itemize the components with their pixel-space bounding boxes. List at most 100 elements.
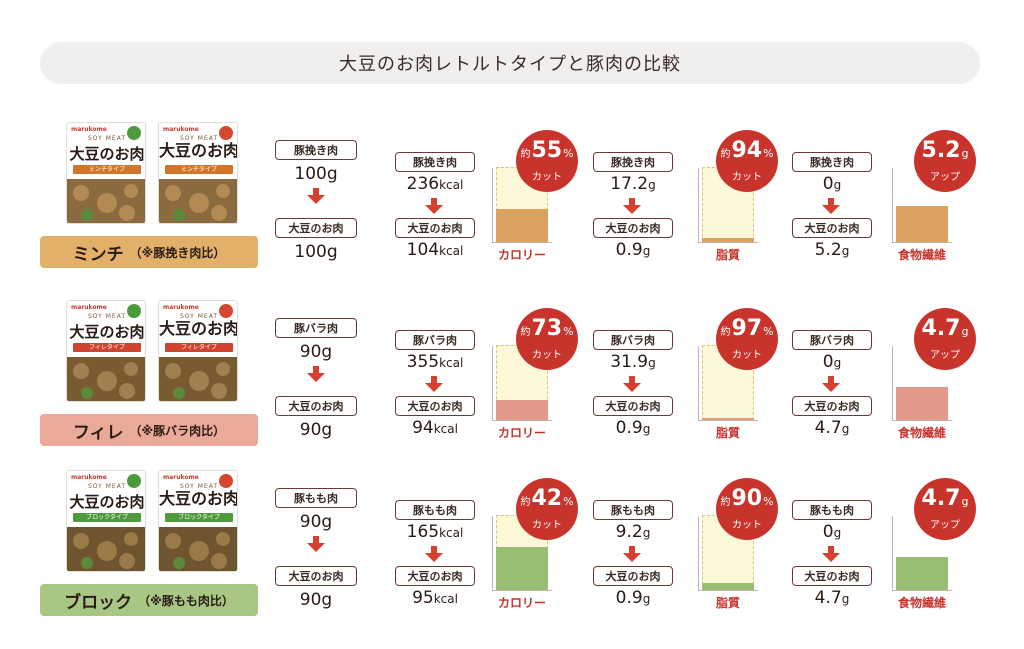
pork-value: 0g <box>787 352 877 372</box>
package-soy-label: SOY MEAT <box>179 313 219 320</box>
pork-value: 355kcal <box>390 352 480 372</box>
calorie-chart-label: カロリー <box>497 426 546 440</box>
bar-soy <box>702 418 754 420</box>
bar-soy <box>896 206 948 242</box>
package-soy-label: SOY MEAT <box>87 135 127 142</box>
pork-tag: 豚挽き肉 <box>792 152 872 172</box>
arrow-down-icon <box>307 536 325 552</box>
type-label: フィレ （※豚バラ肉比） <box>40 414 258 446</box>
product-package: marukome SOY MEAT 大豆のお肉 ミンチタイプ <box>66 122 146 224</box>
seal-icon <box>219 474 233 488</box>
badge-number: 4.7 <box>921 486 961 511</box>
soy-weight: 100g <box>294 242 338 262</box>
soy-value-unit: kcal <box>439 244 464 258</box>
fat-chart-label: 脂質 <box>715 596 740 610</box>
badge-prefix: 約 <box>720 327 731 338</box>
soy-tag: 大豆のお肉 <box>593 566 673 586</box>
fiber-chart-label: 食物繊維 <box>897 426 946 440</box>
type-label: ブロック （※豚もも肉比） <box>40 584 258 616</box>
product-package: marukome SOY MEAT 大豆のお肉 フィレタイプ <box>66 300 146 402</box>
product-images: marukome SOY MEAT 大豆のお肉 ブロックタイプ marukome <box>40 470 258 572</box>
type-label-sub: （※豚バラ肉比） <box>129 423 226 438</box>
arrow-down-icon <box>623 198 641 214</box>
type-label: ミンチ （※豚挽き肉比） <box>40 236 258 268</box>
badge-label: アップ <box>930 350 960 361</box>
food-photo <box>159 179 237 223</box>
type-label-sub: （※豚挽き肉比） <box>129 245 226 260</box>
arrow-down-icon <box>822 546 840 562</box>
arrow-down-icon <box>425 198 443 214</box>
row-block: marukome SOY MEAT 大豆のお肉 ブロックタイプ marukome <box>0 470 1024 630</box>
soy-value-number: 0.9 <box>615 240 643 260</box>
soy-value: 4.7g <box>787 418 877 438</box>
badge-unit: g <box>961 147 969 160</box>
arrow-down-icon <box>822 376 840 392</box>
pork-tag: 豚もも肉 <box>275 488 357 508</box>
package-name: 大豆のお肉 <box>69 493 145 511</box>
package-type: ミンチタイプ <box>73 165 141 174</box>
fiber-bar-chart <box>892 346 952 421</box>
arrow-down-icon <box>822 198 840 214</box>
bar-soy <box>496 400 548 420</box>
seal-icon <box>127 474 141 488</box>
calorie-badge: 約 42% カット <box>516 478 578 540</box>
fiber-badge: 4.7 g アップ <box>914 308 976 370</box>
pork-tag: 豚挽き肉 <box>395 152 475 172</box>
brand-logo: marukome <box>163 474 199 481</box>
package-name: 大豆のお肉 <box>159 141 238 160</box>
badge-label: カット <box>732 520 762 531</box>
package-type: フィレタイプ <box>165 343 233 352</box>
badge-number: 97 <box>731 316 763 341</box>
bar-soy <box>496 547 548 590</box>
pork-value-unit: g <box>833 178 842 192</box>
pork-weight: 100g <box>294 164 338 184</box>
brand-logo: marukome <box>71 304 107 311</box>
package-name: 大豆のお肉 <box>69 145 145 163</box>
badge-label: カット <box>532 350 562 361</box>
soy-weight: 90g <box>299 590 333 610</box>
soy-value-number: 4.7 <box>814 588 842 608</box>
soy-value: 0.9g <box>588 240 678 260</box>
soy-value-number: 94 <box>412 418 434 438</box>
food-photo <box>67 527 145 571</box>
soy-tag: 大豆のお肉 <box>792 218 872 238</box>
badge-number: 94 <box>731 138 763 163</box>
row-filet: marukome SOY MEAT 大豆のお肉 フィレタイプ marukome <box>0 300 1024 460</box>
pork-value-number: 0 <box>822 352 834 372</box>
soy-value-unit: g <box>841 592 850 606</box>
brand-logo: marukome <box>71 126 107 133</box>
pork-value-unit: kcal <box>439 356 464 370</box>
pork-value-unit: kcal <box>439 526 464 540</box>
pork-value-unit: g <box>833 356 842 370</box>
soy-tag: 大豆のお肉 <box>792 396 872 416</box>
type-label-main: フィレ <box>72 422 124 443</box>
soy-value-unit: kcal <box>433 592 458 606</box>
badge-label: カット <box>732 350 762 361</box>
package-soy-label: SOY MEAT <box>179 483 219 490</box>
badge-label: アップ <box>930 520 960 531</box>
soy-tag: 大豆のお肉 <box>395 396 475 416</box>
soy-value: 104kcal <box>390 240 480 260</box>
pork-tag: 豚もも肉 <box>593 500 673 520</box>
pork-value-number: 17.2 <box>610 174 649 194</box>
pork-value: 0g <box>787 174 877 194</box>
soy-value-number: 5.2 <box>814 240 842 260</box>
package-soy-label: SOY MEAT <box>179 135 219 142</box>
bar-soy <box>702 238 754 242</box>
badge-unit: % <box>563 147 574 160</box>
package-name: 大豆のお肉 <box>159 319 238 338</box>
soy-tag: 大豆のお肉 <box>275 218 357 238</box>
bar-soy <box>496 209 548 242</box>
soy-value-number: 104 <box>406 240 440 260</box>
package-type: ミンチタイプ <box>165 165 233 174</box>
soy-value-unit: g <box>841 244 850 258</box>
soy-value-number: 0.9 <box>615 418 643 438</box>
pork-value-unit: g <box>648 356 656 370</box>
bar-soy <box>896 387 948 420</box>
soy-value: 0.9g <box>588 588 678 608</box>
calorie-chart-label: カロリー <box>497 596 546 610</box>
arrow-down-icon <box>307 188 325 204</box>
bar-soy <box>702 583 754 590</box>
pork-value-number: 355 <box>406 352 440 372</box>
seal-icon <box>219 126 233 140</box>
